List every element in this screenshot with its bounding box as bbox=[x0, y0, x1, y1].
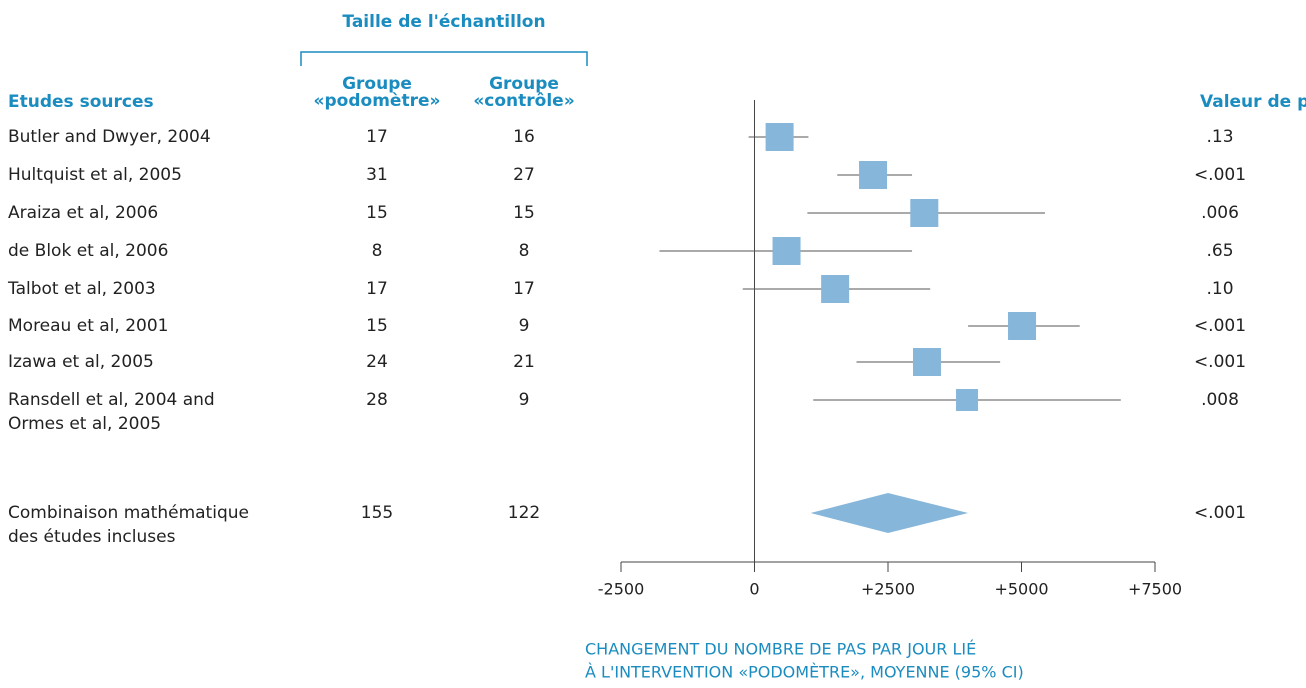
group-header: Taille de l'échantillon bbox=[342, 12, 545, 32]
x-axis-title: CHANGEMENT DU NOMBRE DE PAS PAR JOUR LIÉ bbox=[585, 640, 976, 659]
effect-square bbox=[912, 348, 941, 376]
n-control: 27 bbox=[513, 165, 535, 185]
effect-square bbox=[772, 237, 801, 265]
study-name: Ransdell et al, 2004 and bbox=[8, 390, 215, 410]
n-treatment: 24 bbox=[366, 352, 388, 372]
treatment-header: Groupe bbox=[342, 74, 412, 94]
n-treatment: 17 bbox=[366, 127, 388, 147]
x-tick-label: -2500 bbox=[598, 580, 645, 599]
study-header: Etudes sources bbox=[8, 92, 154, 112]
p-value: <.001 bbox=[1194, 352, 1246, 372]
study-name: Talbot et al, 2003 bbox=[7, 279, 156, 299]
effect-square bbox=[956, 389, 979, 411]
p-value: .006 bbox=[1201, 203, 1239, 223]
p-value: <.001 bbox=[1194, 503, 1246, 523]
study-name: Araiza et al, 2006 bbox=[8, 203, 158, 223]
p-value: .65 bbox=[1206, 241, 1233, 261]
p-value: .10 bbox=[1206, 279, 1233, 299]
n-control: 122 bbox=[508, 503, 540, 523]
study-name: Hultquist et al, 2005 bbox=[8, 165, 182, 185]
x-tick-label: +2500 bbox=[861, 580, 915, 599]
control-header: «contrôle» bbox=[473, 91, 574, 111]
n-treatment: 31 bbox=[366, 165, 388, 185]
n-treatment: 15 bbox=[366, 203, 388, 223]
summary-label: des études incluses bbox=[8, 527, 176, 547]
x-axis-title: À L'INTERVENTION «PODOMÈTRE», MOYENNE (9… bbox=[585, 663, 1024, 682]
p-value: .008 bbox=[1201, 390, 1239, 410]
n-control: 21 bbox=[513, 352, 535, 372]
summary-label: Combinaison mathématique bbox=[8, 503, 249, 523]
n-treatment: 15 bbox=[366, 316, 388, 336]
study-name: Butler and Dwyer, 2004 bbox=[8, 127, 211, 147]
p-value: .13 bbox=[1206, 127, 1233, 147]
n-treatment: 28 bbox=[366, 390, 388, 410]
n-control: 9 bbox=[519, 316, 530, 336]
study-name: Ormes et al, 2005 bbox=[8, 414, 161, 434]
x-tick-label: +7500 bbox=[1128, 580, 1182, 599]
effect-square bbox=[859, 161, 888, 189]
effect-square bbox=[765, 123, 794, 151]
x-tick-label: +5000 bbox=[994, 580, 1048, 599]
n-control: 16 bbox=[513, 127, 535, 147]
group-bracket bbox=[300, 51, 588, 66]
p-value: <.001 bbox=[1194, 316, 1246, 336]
treatment-header: «podomètre» bbox=[314, 91, 441, 111]
n-control: 8 bbox=[519, 241, 530, 261]
p-header: Valeur de p bbox=[1200, 92, 1306, 112]
n-treatment: 8 bbox=[372, 241, 383, 261]
n-control: 9 bbox=[519, 390, 530, 410]
n-treatment: 17 bbox=[366, 279, 388, 299]
n-control: 17 bbox=[513, 279, 535, 299]
x-tick-label: 0 bbox=[749, 580, 759, 599]
effect-square bbox=[1008, 312, 1037, 340]
summary-diamond bbox=[810, 493, 969, 533]
effect-square bbox=[910, 199, 939, 227]
control-header: Groupe bbox=[489, 74, 559, 94]
study-name: Moreau et al, 2001 bbox=[8, 316, 168, 336]
n-control: 15 bbox=[513, 203, 535, 223]
study-name: de Blok et al, 2006 bbox=[8, 241, 168, 261]
study-name: Izawa et al, 2005 bbox=[8, 352, 154, 372]
effect-square bbox=[821, 275, 850, 303]
p-value: <.001 bbox=[1194, 165, 1246, 185]
n-treatment: 155 bbox=[361, 503, 393, 523]
